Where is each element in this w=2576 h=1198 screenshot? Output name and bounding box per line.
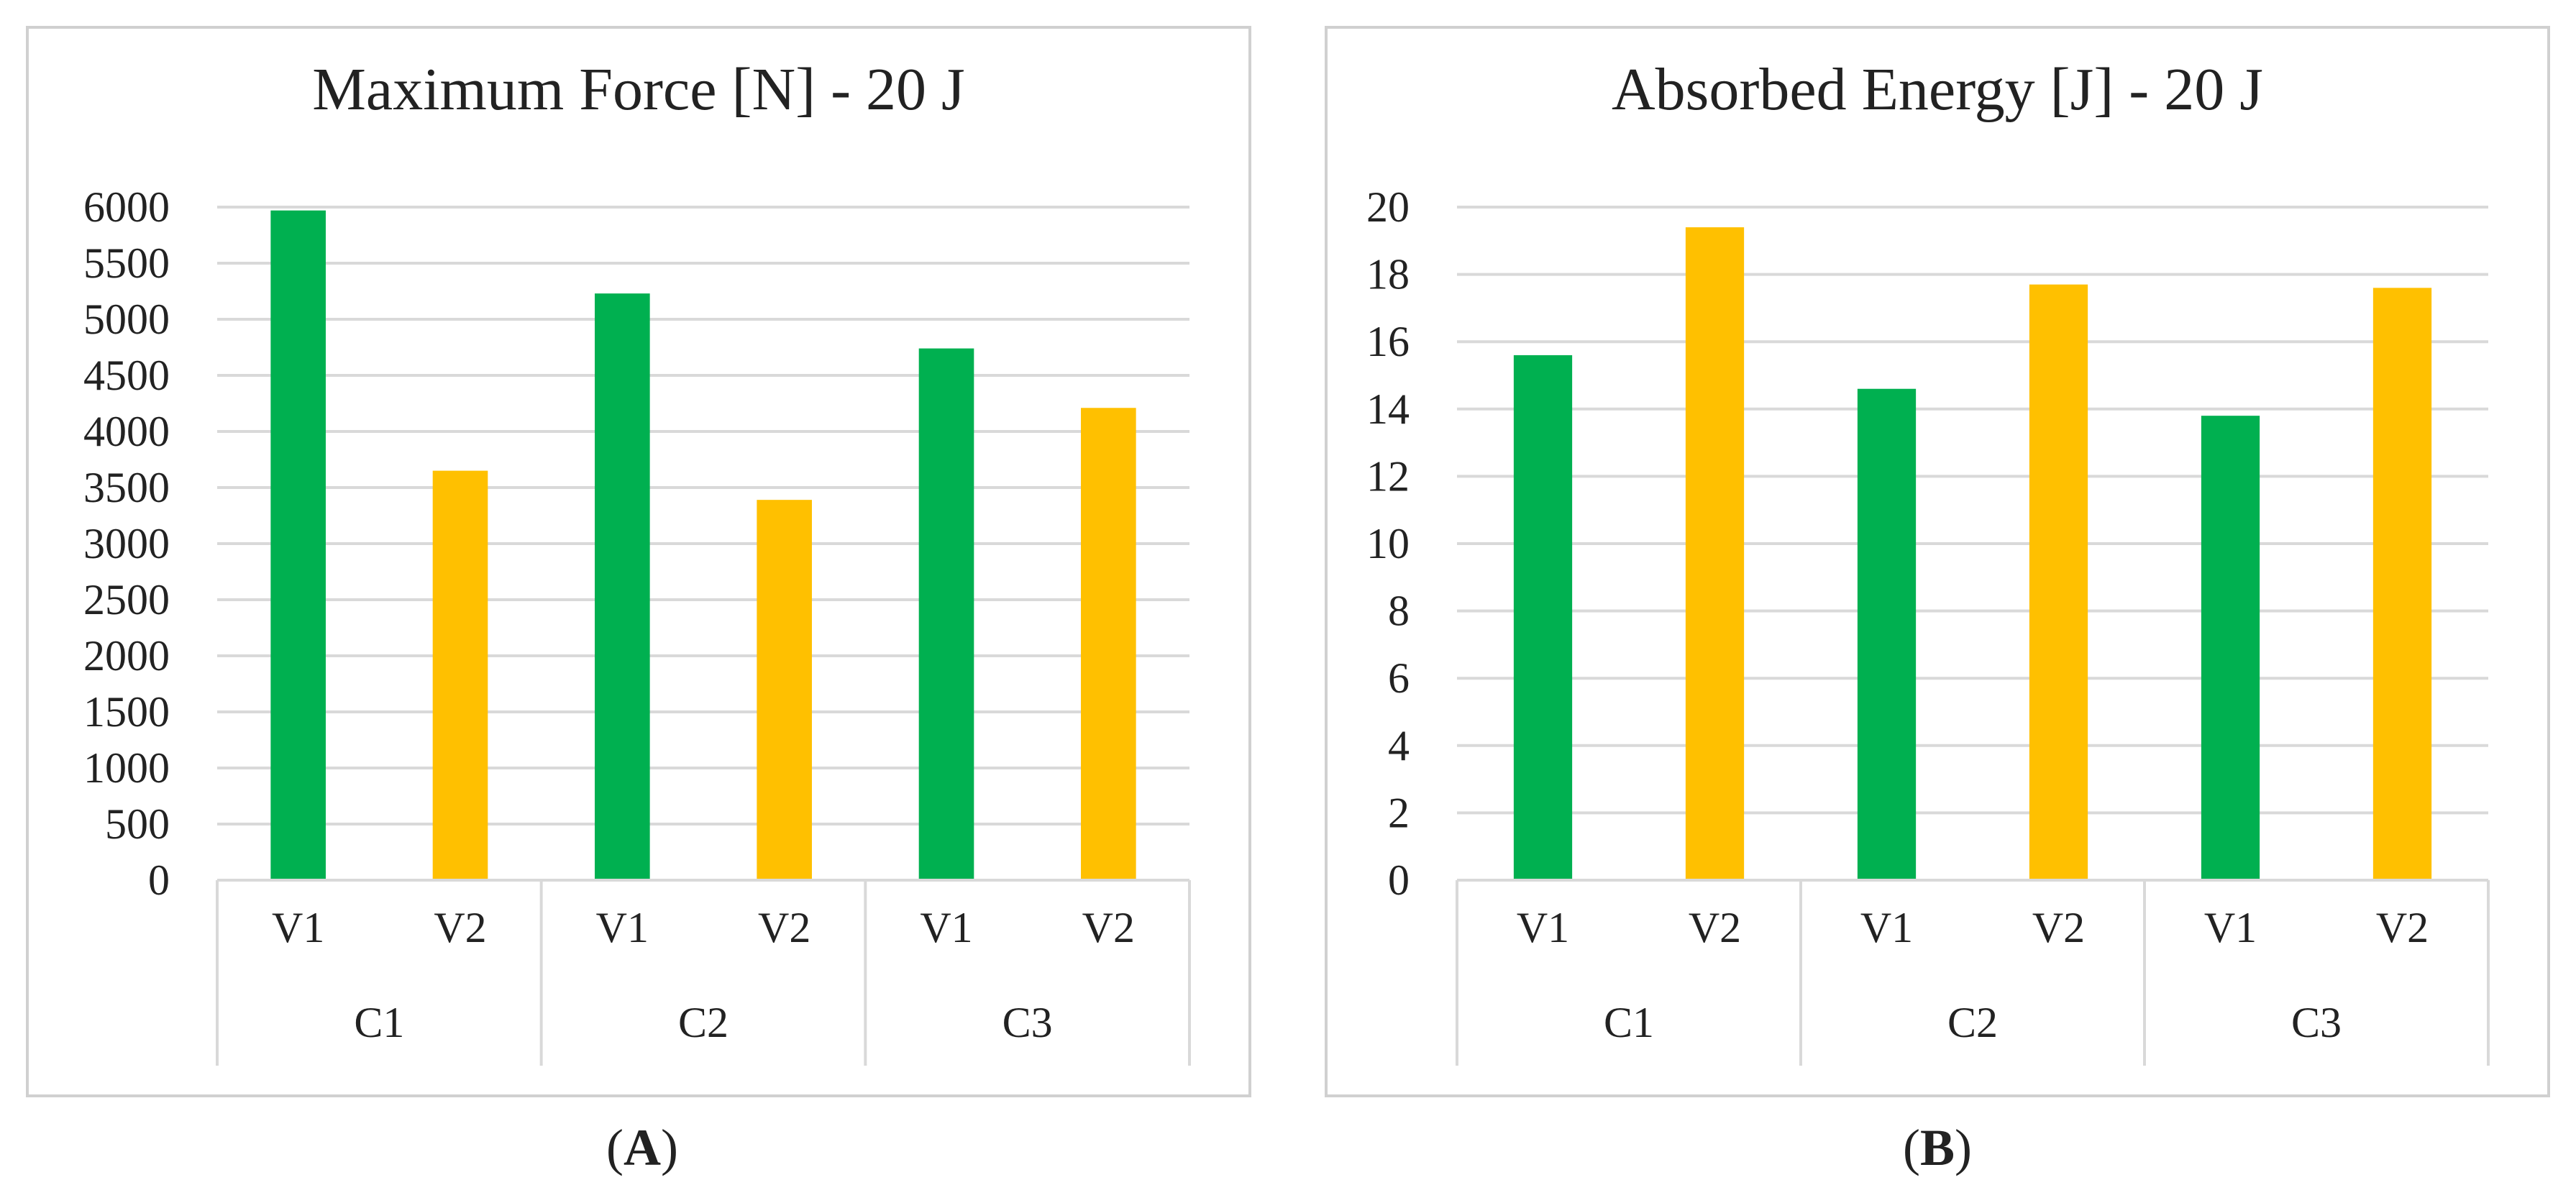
x-category-label: V2 xyxy=(1082,904,1135,951)
x-category-label: V1 xyxy=(1517,904,1569,951)
y-tick-label: 2 xyxy=(1388,789,1410,836)
y-tick-label: 2000 xyxy=(83,632,170,680)
x-group-label: C2 xyxy=(678,999,729,1046)
x-group-label: C2 xyxy=(1947,999,1998,1046)
y-tick-label: 5500 xyxy=(83,239,170,287)
y-tick-label: 3000 xyxy=(83,520,170,567)
chart-frame xyxy=(1325,26,2550,1097)
bar-c2-v1 xyxy=(595,293,650,880)
bar-c2-v2 xyxy=(2029,284,2088,880)
x-category-label: V2 xyxy=(2376,904,2429,951)
x-category-label: V1 xyxy=(2204,904,2257,951)
bar-c3-v1 xyxy=(918,348,974,880)
y-tick-label: 0 xyxy=(1388,856,1410,904)
y-tick-label: 2500 xyxy=(83,576,170,623)
y-tick-label: 5000 xyxy=(83,296,170,343)
bar-c1-v2 xyxy=(1685,227,1745,881)
x-group-label: C1 xyxy=(1604,999,1654,1046)
y-tick-label: 1000 xyxy=(83,744,170,792)
bar-c3-v2 xyxy=(1081,408,1136,880)
panel-a: Maximum Force [N] - 20 J 0 500 1000 1500 2000… xyxy=(26,26,1251,1176)
bar-c1-v1 xyxy=(270,210,326,880)
x-category-label: V2 xyxy=(758,904,810,951)
y-tick-label: 14 xyxy=(1366,385,1410,433)
bar-c3-v2 xyxy=(2372,288,2432,880)
bar-c2-v1 xyxy=(1857,388,1917,880)
x-group-label: C3 xyxy=(2291,999,2342,1046)
y-tick-label: 20 xyxy=(1366,183,1410,231)
x-category-label: V1 xyxy=(596,904,649,951)
chart-title: Maximum Force [N] - 20 J xyxy=(312,56,965,123)
y-tick-label: 4500 xyxy=(83,352,170,399)
x-category-label: V2 xyxy=(434,904,486,951)
panel-label: (A) xyxy=(606,1119,678,1176)
x-category-label: V1 xyxy=(920,904,972,951)
x-category-label: V1 xyxy=(272,904,324,951)
bar-c1-v2 xyxy=(432,470,488,880)
bar-c3-v1 xyxy=(2201,416,2260,880)
bar-c1-v1 xyxy=(1513,355,1573,880)
y-tick-label: 6 xyxy=(1388,654,1410,702)
y-tick-label: 18 xyxy=(1366,251,1410,298)
y-tick-label: 0 xyxy=(148,856,170,904)
y-tick-label: 8 xyxy=(1388,587,1410,635)
bar-c2-v2 xyxy=(757,500,812,880)
y-tick-label: 1500 xyxy=(83,688,170,736)
y-tick-label: 10 xyxy=(1366,520,1410,567)
y-tick-label: 4000 xyxy=(83,408,170,455)
x-group-label: C3 xyxy=(1002,999,1053,1046)
x-group-label: C1 xyxy=(354,999,404,1046)
x-category-label: V2 xyxy=(1689,904,1741,951)
y-tick-label: 4 xyxy=(1388,722,1410,769)
panel-label: (B) xyxy=(1903,1119,1972,1176)
y-tick-label: 3500 xyxy=(83,464,170,511)
chart-title: Absorbed Energy [J] - 20 J xyxy=(1612,56,2263,123)
y-tick-label: 6000 xyxy=(83,183,170,231)
y-tick-label: 500 xyxy=(105,800,170,848)
x-category-label: V2 xyxy=(2032,904,2085,951)
y-tick-label: 16 xyxy=(1366,318,1410,365)
panel-b: Absorbed Energy [J] - 20 J 0 2 4 6 8 10 12 14 16 1… xyxy=(1325,26,2550,1176)
x-category-label: V1 xyxy=(1860,904,1913,951)
y-tick-label: 12 xyxy=(1366,452,1410,500)
